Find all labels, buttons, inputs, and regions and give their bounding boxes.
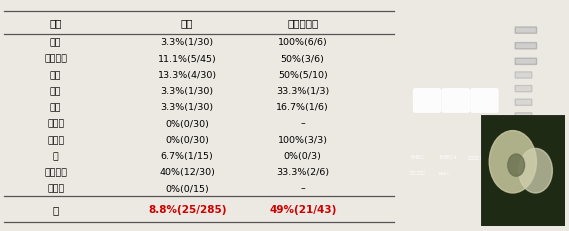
Text: 양성 대조군: 양성 대조군: [410, 171, 425, 175]
Text: EHEC+: EHEC+: [439, 154, 457, 159]
Text: 33.3%(1/3): 33.3%(1/3): [276, 87, 329, 96]
Text: 브로컬리: 브로컬리: [44, 55, 67, 63]
FancyBboxPatch shape: [515, 43, 537, 50]
FancyBboxPatch shape: [471, 89, 498, 113]
Text: 0%(0/30): 0%(0/30): [165, 135, 209, 144]
Text: 100%(3/3): 100%(3/3): [278, 135, 328, 144]
Circle shape: [519, 149, 552, 193]
Text: 49%(21/43): 49%(21/43): [269, 204, 336, 214]
Text: 적양배추: 적양배추: [44, 168, 67, 176]
Circle shape: [489, 131, 537, 193]
Circle shape: [508, 154, 525, 176]
Text: EHEC: EHEC: [410, 154, 424, 159]
Text: 클로버: 클로버: [47, 184, 64, 193]
Text: 배추: 배추: [50, 71, 61, 79]
FancyBboxPatch shape: [515, 125, 532, 131]
Text: 6.7%(1/15): 6.7%(1/15): [161, 152, 213, 160]
FancyBboxPatch shape: [414, 89, 440, 113]
Text: 시료: 시료: [50, 18, 62, 28]
Text: 50%(5/10): 50%(5/10): [278, 71, 328, 79]
Text: 적무: 적무: [50, 103, 61, 112]
Text: 유채: 유채: [50, 87, 61, 96]
FancyBboxPatch shape: [515, 86, 532, 92]
FancyBboxPatch shape: [481, 116, 565, 226]
FancyBboxPatch shape: [515, 113, 532, 119]
Text: –: –: [300, 119, 305, 128]
Text: 0%(0/3): 0%(0/3): [284, 152, 321, 160]
FancyBboxPatch shape: [515, 59, 537, 65]
Text: 3.3%(1/30): 3.3%(1/30): [160, 87, 214, 96]
Text: 배양침출수: 배양침출수: [287, 18, 318, 28]
Text: 33.3%(2/6): 33.3%(2/6): [276, 168, 329, 176]
Text: 11.1%(5/45): 11.1%(5/45): [158, 55, 217, 63]
Text: 3.3%(1/30): 3.3%(1/30): [160, 103, 214, 112]
Text: –: –: [300, 184, 305, 193]
Text: 3.3%(1/30): 3.3%(1/30): [160, 38, 214, 47]
FancyBboxPatch shape: [515, 73, 532, 79]
Text: 50%(3/6): 50%(3/6): [281, 55, 325, 63]
Text: 알팔파: 알팔파: [47, 119, 64, 128]
FancyBboxPatch shape: [442, 89, 469, 113]
FancyBboxPatch shape: [515, 28, 537, 34]
Text: 종자: 종자: [181, 18, 193, 28]
Text: 0%(0/30): 0%(0/30): [165, 119, 209, 128]
Text: 계: 계: [53, 204, 59, 214]
Text: 다채: 다채: [50, 38, 61, 47]
Text: 콜라비: 콜라비: [47, 135, 64, 144]
Text: 16.7%(1/6): 16.7%(1/6): [277, 103, 329, 112]
Text: 브로컬리 음성대조군: 브로컬리 음성대조군: [468, 155, 493, 159]
FancyBboxPatch shape: [515, 100, 532, 106]
Text: 13.3%(4/30): 13.3%(4/30): [158, 71, 217, 79]
Text: 100%(6/6): 100%(6/6): [278, 38, 328, 47]
Text: 8.8%(25/285): 8.8%(25/285): [148, 204, 226, 214]
Text: 무: 무: [53, 152, 59, 160]
Text: EAEC: EAEC: [439, 171, 451, 175]
Text: 0%(0/15): 0%(0/15): [166, 184, 209, 193]
Text: 40%(12/30): 40%(12/30): [159, 168, 215, 176]
